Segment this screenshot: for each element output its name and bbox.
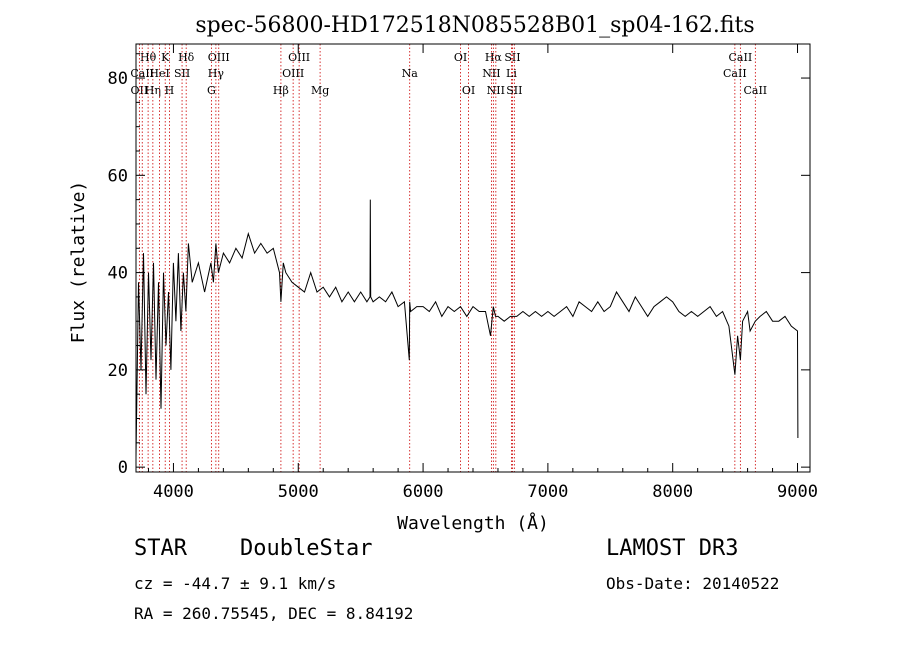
line-label: NII (482, 67, 500, 80)
ra-dec-coordinates: RA = 260.75545, DEC = 8.84192 (134, 604, 414, 623)
line-label: SII (506, 84, 522, 97)
line-label: Hγ (208, 67, 225, 80)
observation-date: Obs-Date: 20140522 (606, 574, 780, 593)
object-subclass: DoubleStar (240, 536, 373, 561)
line-label: Hη (145, 84, 161, 97)
line-label: Li (506, 67, 517, 80)
line-label: OI (462, 84, 475, 97)
x-tick-label: 5000 (278, 482, 319, 502)
spectrum-line (135, 199, 799, 458)
y-tick-label: 40 (108, 264, 128, 284)
line-label: SII (174, 67, 190, 80)
line-label: HeI (149, 67, 169, 80)
line-label: OIII (208, 51, 230, 64)
line-label: Hδ (178, 51, 195, 64)
line-label: Hθ (140, 51, 157, 64)
line-label: CaII (723, 67, 747, 80)
line-label: Na (402, 67, 419, 80)
line-label: SII (504, 51, 520, 64)
line-label: OIII (282, 67, 304, 80)
line-label: OII (131, 84, 149, 97)
survey-name: LAMOST DR3 (606, 536, 739, 561)
line-label: G (207, 84, 216, 97)
y-tick-label: 0 (118, 458, 128, 478)
redshift-velocity: cz = -44.7 ± 9.1 km/s (134, 574, 337, 593)
line-label: CaII (729, 51, 753, 64)
x-tick-label: 7000 (527, 482, 568, 502)
x-tick-label: 9000 (777, 482, 818, 502)
spectrum-chart: spec-56800-HD172518N085528B01_sp04-162.f… (68, 13, 818, 534)
x-tick-label: 4000 (153, 482, 194, 502)
line-label: NII (487, 84, 505, 97)
x-tick-label: 8000 (652, 482, 693, 502)
line-label: OIII (288, 51, 310, 64)
line-label: Mg (311, 84, 329, 97)
y-tick-label: 20 (108, 361, 128, 381)
line-label: K (161, 51, 170, 64)
line-label: Hα (485, 51, 503, 64)
y-axis-label: Flux (relative) (68, 181, 89, 344)
line-label: CaII (743, 84, 767, 97)
y-tick-label: 80 (108, 69, 128, 89)
x-axis-label: Wavelength (Å) (397, 512, 549, 534)
object-class: STAR (134, 536, 187, 561)
y-tick-label: 60 (108, 166, 128, 186)
plot-frame (135, 43, 811, 473)
x-tick-label: 6000 (403, 482, 444, 502)
line-label: Hβ (273, 84, 289, 97)
line-label: H (165, 84, 175, 97)
line-label: OI (454, 51, 467, 64)
chart-title: spec-56800-HD172518N085528B01_sp04-162.f… (195, 13, 754, 38)
